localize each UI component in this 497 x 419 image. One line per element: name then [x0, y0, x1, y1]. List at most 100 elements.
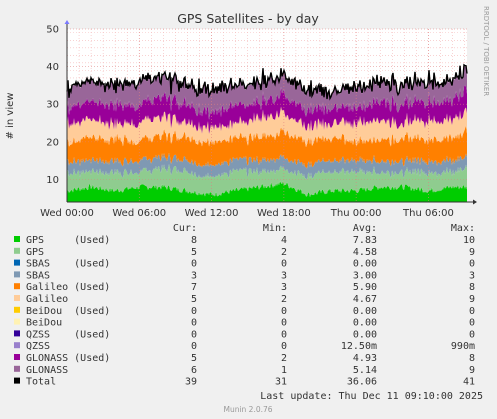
legend-swatch-glonass — [14, 365, 20, 372]
legend-label-gps: GPS — [26, 247, 44, 258]
legend-swatch-sbas-used — [14, 259, 20, 266]
legend-label-beidou: BeiDou — [26, 318, 62, 329]
legend-cur-beidou: 0 — [191, 318, 197, 329]
area-gps-used — [67, 181, 467, 202]
legend-avg-galileo: 4.67 — [353, 294, 377, 305]
legend-min-qzss: 0 — [281, 341, 287, 352]
stacked-areas — [67, 65, 467, 202]
legend-avg-glonass-used: 4.93 — [353, 353, 377, 364]
legend-cur-total: 39 — [185, 377, 197, 388]
area-sbas — [67, 152, 467, 180]
legend-min-sbas: 3 — [281, 270, 287, 281]
legend-label-galileo-used: Galileo (Used) — [26, 282, 110, 293]
y-tick-label: 10 — [46, 175, 59, 186]
legend-cur-beidou-used: 0 — [191, 306, 197, 317]
x-tick-label: Wed 06:00 — [112, 208, 166, 219]
chart-title: GPS Satellites - by day — [177, 11, 319, 26]
legend-cur-gps: 5 — [191, 247, 197, 258]
legend-swatch-qzss — [14, 342, 20, 349]
legend-min-glonass: 1 — [281, 365, 287, 376]
legend-label-qzss-used: QZSS (Used) — [26, 329, 110, 340]
legend-swatch-galileo — [14, 295, 20, 301]
legend-swatch-gps-used — [14, 236, 20, 242]
legend-max-gps-used: 10 — [463, 235, 475, 246]
legend-swatch-beidou-used — [14, 306, 20, 313]
legend-label-glonass-used: GLONASS (Used) — [26, 353, 110, 364]
legend-min-gps-used: 4 — [281, 235, 287, 246]
y-axis-label: # in view — [5, 93, 16, 140]
legend-cur-glonass-used: 5 — [191, 353, 197, 364]
legend-max-sbas: 3 — [469, 270, 475, 281]
legend-max-beidou: 0 — [469, 318, 475, 329]
area-glonass-used — [67, 85, 467, 134]
legend-min-sbas-used: 0 — [281, 259, 287, 270]
area-galileo-used — [67, 125, 467, 169]
legend-swatch-beidou — [14, 318, 20, 325]
legend-cur-galileo: 5 — [191, 294, 197, 305]
legend-label-sbas-used: SBAS (Used) — [26, 259, 110, 270]
legend-label-total: Total — [26, 377, 56, 388]
legend-min-beidou-used: 0 — [281, 306, 287, 317]
legend-min-beidou: 0 — [281, 318, 287, 329]
legend-avg-gps: 4.58 — [353, 247, 377, 258]
legend-max-qzss: 990m — [451, 341, 475, 352]
legend-header-cur: Cur: — [173, 223, 197, 234]
legend-header-max: Max: — [451, 223, 475, 234]
legend-avg-sbas-used: 0.00 — [353, 259, 377, 270]
area-galileo — [67, 106, 467, 148]
legend-label-galileo: Galileo — [26, 294, 68, 305]
x-tick-labels: Wed 00:00 Wed 06:00 Wed 12:00 Wed 18:00 Thu … — [40, 208, 454, 219]
legend-cur-sbas: 3 — [191, 270, 197, 281]
legend-avg-qzss: 12.50m — [341, 341, 377, 352]
legend-min-gps: 2 — [281, 247, 287, 258]
legend-label-glonass: GLONASS — [26, 365, 68, 376]
total-line — [66, 63, 468, 101]
side-label: RRDTOOL / TOBI OETIKER — [482, 6, 490, 96]
legend-cur-glonass: 6 — [191, 365, 197, 376]
legend-avg-total: 36.06 — [347, 377, 377, 388]
legend-avg-sbas: 3.00 — [353, 270, 377, 281]
legend-max-glonass-used: 8 — [469, 353, 475, 364]
legend-header-min: Min: — [263, 223, 287, 234]
y-tick-label: 30 — [46, 100, 59, 111]
legend-avg-beidou-used: 0.00 — [353, 306, 377, 317]
legend-label-beidou-used: BeiDou (Used) — [26, 306, 110, 317]
legend-avg-glonass: 5.14 — [353, 365, 377, 376]
legend-cur-qzss-used: 0 — [191, 329, 197, 340]
legend-avg-beidou: 0.00 — [353, 318, 377, 329]
last-update: Last update: Thu Dec 11 09:10:00 2025 — [260, 391, 483, 402]
y-tick-label: 50 — [46, 25, 59, 36]
legend-swatch-gps — [14, 247, 20, 254]
legend-swatch-sbas — [14, 271, 20, 278]
legend-avg-qzss-used: 0.00 — [353, 329, 377, 340]
legend-cur-qzss: 0 — [191, 341, 197, 352]
legend-cur-galileo-used: 7 — [191, 282, 197, 293]
legend-min-total: 31 — [275, 377, 287, 388]
legend-max-gps: 9 — [469, 247, 475, 258]
area-glonass — [67, 65, 467, 120]
x-tick-label: Thu 00:00 — [330, 208, 382, 219]
legend-cur-gps-used: 8 — [191, 235, 197, 246]
legend-swatch-qzss-used — [14, 330, 20, 337]
y-tick-label: 40 — [46, 62, 59, 73]
legend-header-avg: Avg: — [353, 223, 377, 234]
area-gps — [67, 164, 467, 197]
x-tick-label: Wed 00:00 — [40, 208, 94, 219]
legend-max-sbas-used: 0 — [469, 259, 475, 270]
legend-min-glonass-used: 2 — [281, 353, 287, 364]
legend-label-gps-used: GPS (Used) — [26, 235, 110, 246]
legend-label-sbas: SBAS — [26, 270, 50, 281]
legend-cur-sbas-used: 0 — [191, 259, 197, 270]
munin-version: Munin 2.0.76 — [223, 405, 272, 414]
x-axis-arrow — [473, 199, 477, 205]
legend-min-galileo: 2 — [281, 294, 287, 305]
legend-max-qzss-used: 0 — [469, 329, 475, 340]
legend-min-qzss-used: 0 — [281, 329, 287, 340]
legend-max-galileo: 9 — [469, 294, 475, 305]
legend-max-galileo-used: 8 — [469, 282, 475, 293]
y-tick-label: 20 — [46, 137, 59, 148]
legend-avg-gps-used: 7.83 — [353, 235, 377, 246]
legend-swatch-galileo-used — [14, 283, 20, 290]
